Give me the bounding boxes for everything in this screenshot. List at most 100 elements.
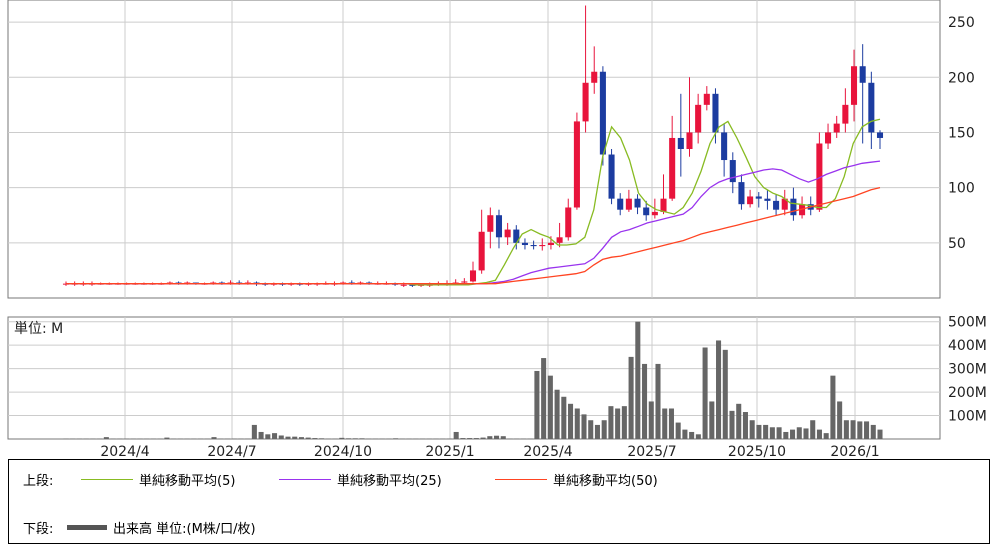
candle-body bbox=[686, 132, 693, 149]
volume-bar bbox=[366, 438, 372, 440]
volume-bar bbox=[608, 406, 614, 439]
volume-bar bbox=[204, 438, 210, 440]
candle-body bbox=[409, 284, 416, 286]
candle-body bbox=[565, 207, 572, 238]
volume-bar bbox=[238, 438, 244, 440]
volume-y-axis: 500M 400M 300M 200M 100M bbox=[948, 315, 987, 425]
volume-bar bbox=[440, 438, 446, 440]
volume-bar bbox=[689, 431, 695, 439]
volume-bar bbox=[198, 438, 204, 440]
candle-body bbox=[599, 71, 606, 155]
candle-body bbox=[790, 198, 797, 216]
ma5-swatch bbox=[81, 479, 133, 480]
volume-bar bbox=[117, 438, 123, 440]
volume-bar bbox=[736, 403, 742, 439]
volume-bar bbox=[790, 429, 796, 439]
volume-bar bbox=[272, 433, 278, 439]
volume-bar bbox=[285, 436, 291, 439]
price-tick-label: 200 bbox=[948, 70, 975, 86]
x-tick-label: 2026/1 bbox=[830, 444, 879, 460]
volume-bar bbox=[675, 422, 681, 439]
candle-body bbox=[591, 71, 598, 83]
volume-bar bbox=[83, 438, 89, 440]
ma50-swatch bbox=[495, 479, 547, 480]
legend-ma5: 単純移動平均(5) bbox=[81, 470, 235, 489]
volume-bar bbox=[426, 438, 432, 440]
volume-bar bbox=[124, 438, 130, 440]
volume-bar bbox=[682, 429, 688, 439]
volume-bar bbox=[211, 437, 217, 439]
candle-body bbox=[703, 93, 710, 105]
volume-bar bbox=[184, 438, 190, 440]
volume-bar bbox=[716, 340, 722, 439]
volume-bar bbox=[561, 396, 567, 439]
volume-bar bbox=[292, 436, 298, 439]
candle-body bbox=[504, 229, 511, 238]
candle-body bbox=[755, 196, 762, 199]
candle-body bbox=[573, 121, 580, 208]
candle-body bbox=[487, 215, 494, 232]
volume-panel bbox=[7, 316, 941, 440]
volume-bar bbox=[393, 438, 399, 439]
volume-bar bbox=[594, 424, 600, 439]
volume-bar bbox=[695, 434, 701, 439]
x-tick-label: 2025/10 bbox=[728, 444, 786, 460]
volume-bar bbox=[467, 438, 473, 439]
candle-body bbox=[833, 123, 840, 133]
volume-bar bbox=[379, 438, 385, 440]
moving-averages bbox=[66, 118, 881, 286]
volume-bar bbox=[843, 420, 849, 439]
volume-bar bbox=[749, 420, 755, 439]
x-tick-label: 2025/4 bbox=[523, 444, 572, 460]
volume-bar bbox=[130, 438, 136, 440]
volume-bar bbox=[473, 438, 479, 439]
price-tick-label: 250 bbox=[948, 15, 975, 31]
legend-ma50: 単純移動平均(50) bbox=[495, 470, 658, 489]
volume-bar bbox=[97, 438, 103, 440]
volume-bar bbox=[298, 437, 304, 439]
candle-body bbox=[660, 198, 667, 212]
candle-body bbox=[608, 154, 615, 199]
price-tick-label: 150 bbox=[948, 125, 975, 141]
candle-body bbox=[513, 229, 520, 243]
x-tick-label: 2025/1 bbox=[425, 444, 474, 460]
volume-bar bbox=[615, 408, 621, 439]
volume-bar bbox=[103, 437, 109, 439]
volume-bar bbox=[514, 438, 520, 440]
volume-bar bbox=[265, 434, 271, 439]
candle-body bbox=[781, 198, 788, 210]
volume-bar bbox=[568, 403, 574, 439]
volume-bar bbox=[547, 375, 553, 439]
volume-bar bbox=[520, 438, 526, 440]
volume-bar bbox=[857, 421, 863, 439]
volume-bar bbox=[648, 401, 654, 439]
volume-bar bbox=[621, 406, 627, 439]
candle-body bbox=[478, 231, 485, 271]
price-tick-label: 50 bbox=[948, 236, 966, 252]
candle-body bbox=[876, 132, 884, 138]
volume-bar bbox=[453, 431, 459, 439]
volume-bar bbox=[864, 421, 870, 439]
candle-body bbox=[617, 198, 624, 210]
volume-bar bbox=[312, 438, 318, 439]
volume-bar bbox=[413, 438, 419, 440]
volume-tick-label: 500M bbox=[948, 315, 987, 331]
candle-body bbox=[729, 160, 736, 183]
volume-bar bbox=[742, 412, 748, 439]
volume-bar bbox=[90, 438, 96, 440]
candle-body bbox=[521, 242, 528, 246]
volume-bar bbox=[258, 431, 264, 439]
volume-bar bbox=[446, 438, 452, 440]
candle-body bbox=[695, 104, 702, 133]
volume-bar bbox=[668, 408, 674, 439]
candle-body bbox=[582, 82, 589, 122]
candle-body bbox=[530, 245, 537, 247]
legend-ma50-label: 単純移動平均(50) bbox=[553, 474, 658, 489]
volume-bar bbox=[76, 438, 82, 440]
volume-bar bbox=[588, 420, 594, 439]
volume-bar bbox=[245, 438, 251, 440]
x-tick-label: 2025/7 bbox=[627, 444, 676, 460]
volume-bar bbox=[191, 438, 197, 440]
volume-bar bbox=[776, 427, 782, 439]
